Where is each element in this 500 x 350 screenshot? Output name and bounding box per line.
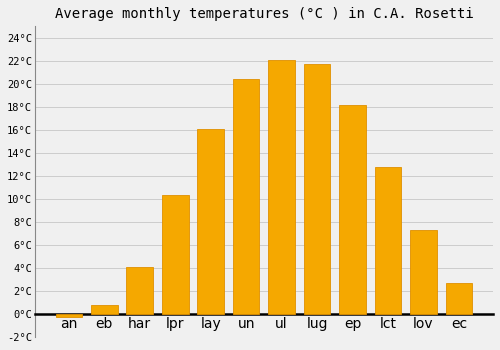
Bar <box>198 129 224 314</box>
Bar <box>339 105 366 314</box>
Bar <box>91 305 118 314</box>
Bar <box>446 283 472 314</box>
Bar <box>233 79 260 314</box>
Bar <box>304 64 330 314</box>
Bar <box>374 167 402 314</box>
Title: Average monthly temperatures (°C ) in C.A. Rosetti: Average monthly temperatures (°C ) in C.… <box>54 7 474 21</box>
Bar <box>410 230 437 314</box>
Bar <box>56 314 82 317</box>
Bar <box>126 267 153 314</box>
Bar <box>162 196 188 314</box>
Bar <box>268 60 295 314</box>
